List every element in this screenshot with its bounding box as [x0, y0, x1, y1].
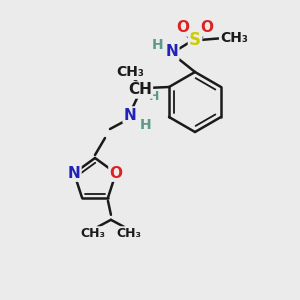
Text: O: O — [200, 20, 214, 35]
Text: CH₃: CH₃ — [220, 31, 248, 45]
Text: O: O — [176, 20, 190, 35]
Text: CH₃: CH₃ — [116, 227, 141, 240]
Text: H: H — [140, 118, 152, 132]
Text: S: S — [189, 31, 201, 49]
Text: N: N — [124, 107, 136, 122]
Text: CH₃: CH₃ — [116, 65, 144, 79]
Text: CH: CH — [128, 82, 152, 98]
Text: N: N — [166, 44, 178, 59]
Text: N: N — [68, 166, 80, 181]
Text: H: H — [149, 91, 159, 103]
Text: H: H — [152, 38, 164, 52]
Text: CH₃: CH₃ — [80, 227, 105, 240]
Text: O: O — [110, 166, 122, 181]
